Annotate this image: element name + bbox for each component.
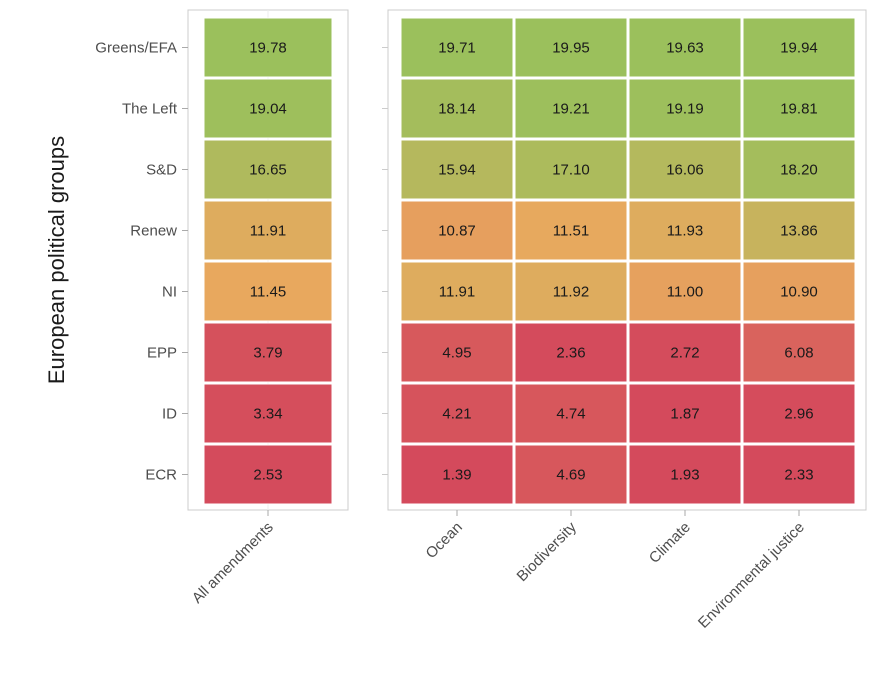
right-panel-cell xyxy=(742,78,856,139)
right-panel-cell-label: 2.36 xyxy=(556,344,585,361)
left-panel-cell xyxy=(203,322,333,383)
right-panel-cell-label: 19.63 xyxy=(666,39,704,56)
right-panel-cell-label: 10.87 xyxy=(438,222,476,239)
right-panel-cell xyxy=(742,261,856,322)
right-panel-cell xyxy=(514,17,628,78)
right-panel-cell-label: 11.00 xyxy=(667,283,703,300)
right-panel-cell xyxy=(514,322,628,383)
right-panel-cell-label: 10.90 xyxy=(780,283,818,300)
right-panel-cell-label: 11.91 xyxy=(439,283,475,300)
right-panel-cell xyxy=(400,261,514,322)
right-panel-cell xyxy=(742,383,856,444)
left-panel-cell-label: 19.04 xyxy=(249,100,287,117)
right-panel-cell-label: 2.72 xyxy=(670,344,699,361)
right-panel-cell-label: 1.39 xyxy=(442,466,471,483)
right-panel-cell xyxy=(514,444,628,505)
right-panel-cell xyxy=(742,444,856,505)
left-panel-cell xyxy=(203,200,333,261)
y-axis-title: European political groups xyxy=(44,136,69,384)
right-panel-cell-label: 11.51 xyxy=(553,222,589,239)
right-panel-cell-label: 19.95 xyxy=(552,39,590,56)
right-panel: 19.71 19.95 19.63 19.94 18.14 19.21 19.19 19.81… xyxy=(387,9,867,511)
right-panel-cell-label: 19.19 xyxy=(666,100,704,117)
right-panel-cell-label: 4.74 xyxy=(556,405,585,422)
right-panel-cell-label: 1.93 xyxy=(670,466,699,483)
left-panel-cell-label: 16.65 xyxy=(249,161,287,178)
right-panel-cell xyxy=(628,261,742,322)
right-panel-cell-label: 17.10 xyxy=(552,161,590,178)
y-tick-label: S&D xyxy=(146,161,177,178)
right-panel-cell xyxy=(742,322,856,383)
left-panel: 19.78 19.04 16.65 11.91 11.45 3.79 3.34 2.53 xyxy=(187,9,349,511)
left-panel-cell-label: 3.79 xyxy=(253,344,282,361)
left-panel-cell xyxy=(203,261,333,322)
left-panel-cell xyxy=(203,17,333,78)
right-panel-cell xyxy=(400,322,514,383)
left-panel-cell xyxy=(203,383,333,444)
right-panel-cell-label: 13.86 xyxy=(780,222,818,239)
right-panel-cell-label: 1.87 xyxy=(670,405,699,422)
y-tick-label: ID xyxy=(162,405,177,422)
y-tick-label: ECR xyxy=(145,466,177,483)
right-panel-cell xyxy=(400,139,514,200)
right-panel-cell xyxy=(400,383,514,444)
right-panel-cell-label: 4.69 xyxy=(556,466,585,483)
right-panel-cell-label: 4.21 xyxy=(442,405,471,422)
right-panel-cell xyxy=(628,444,742,505)
right-panel-cell xyxy=(742,17,856,78)
y-tick-label: The Left xyxy=(122,100,178,117)
left-panel-cell xyxy=(203,444,333,505)
right-panel-cell xyxy=(514,383,628,444)
right-panel-cell xyxy=(628,78,742,139)
left-panel-cell-label: 19.78 xyxy=(249,39,287,56)
y-tick-label: NI xyxy=(162,283,177,300)
right-panel-cell xyxy=(628,17,742,78)
right-panel-cell xyxy=(628,322,742,383)
right-panel-cell xyxy=(742,200,856,261)
right-panel-cell-label: 11.92 xyxy=(553,283,589,300)
right-panel-cell xyxy=(628,200,742,261)
left-panel-cell-label: 2.53 xyxy=(253,466,282,483)
right-panel-cell xyxy=(514,139,628,200)
right-panel-cell-label: 16.06 xyxy=(666,161,704,178)
right-panel-cell-label: 11.93 xyxy=(667,222,703,239)
right-panel-cell-label: 6.08 xyxy=(784,344,813,361)
left-panel-cell xyxy=(203,139,333,200)
left-panel-cell xyxy=(203,78,333,139)
y-tick-label: EPP xyxy=(147,344,177,361)
right-panel-cell xyxy=(514,78,628,139)
right-panel-cell xyxy=(514,261,628,322)
right-panel-cell-label: 2.96 xyxy=(784,405,813,422)
right-panel-cell xyxy=(628,139,742,200)
right-panel-cell-label: 19.81 xyxy=(780,100,818,117)
right-panel-cell xyxy=(400,200,514,261)
right-panel-cell-label: 4.95 xyxy=(442,344,471,361)
right-panel-cell xyxy=(514,200,628,261)
right-panel-cell xyxy=(400,78,514,139)
right-panel-cell xyxy=(742,139,856,200)
right-panel-cell-label: 19.94 xyxy=(780,39,818,56)
right-panel-cell xyxy=(400,444,514,505)
right-panel-cell-label: 18.14 xyxy=(438,100,476,117)
left-panel-cell-label: 11.91 xyxy=(250,222,286,239)
left-panel-cell-label: 11.45 xyxy=(250,283,286,300)
right-panel-cell-label: 2.33 xyxy=(784,466,813,483)
left-panel-cell-label: 3.34 xyxy=(253,405,282,422)
y-tick-label: Greens/EFA xyxy=(95,39,177,56)
right-panel-cell-label: 19.21 xyxy=(552,100,590,117)
right-panel-cell xyxy=(628,383,742,444)
right-panel-cell-label: 19.71 xyxy=(438,39,476,56)
right-panel-cell-label: 18.20 xyxy=(780,161,818,178)
right-panel-cell-label: 15.94 xyxy=(438,161,476,178)
right-panel-cell xyxy=(400,17,514,78)
y-tick-label: Renew xyxy=(130,222,177,239)
right-panel-border xyxy=(387,9,867,511)
